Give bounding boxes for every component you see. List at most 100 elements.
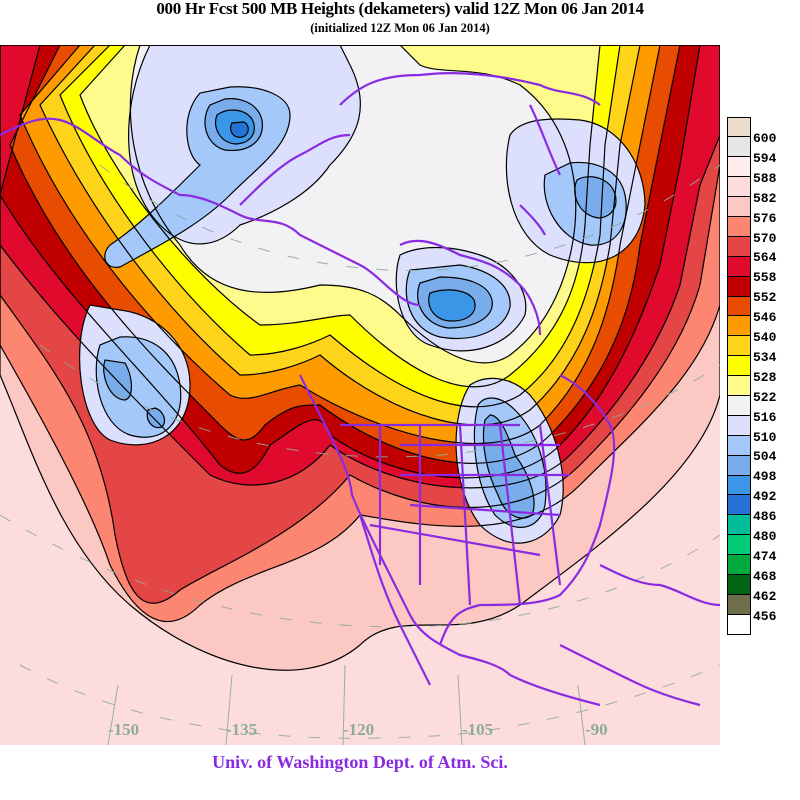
contour-line-492 — [428, 289, 476, 322]
legend-label: 582 — [753, 190, 777, 206]
contour-line-564 — [0, 45, 720, 604]
chart-title: 000 Hr Fcst 500 MB Heights (dekameters) … — [156, 0, 644, 18]
legend-swatch — [727, 255, 751, 278]
legend-label: 492 — [753, 489, 777, 505]
contour-line-516 — [129, 45, 577, 364]
legend-label: 594 — [753, 150, 777, 166]
contour-line-546 — [9, 45, 681, 464]
contour-line-528 — [59, 45, 621, 408]
contour-line-510 — [395, 246, 527, 352]
contour-line-510 — [505, 118, 646, 264]
contour-line-558 — [0, 45, 720, 489]
contour-line-498 — [204, 98, 263, 152]
legend-label: 588 — [753, 170, 777, 186]
legend-swatch — [727, 573, 751, 596]
contour-fill-498 — [103, 360, 132, 400]
legend-swatch — [727, 414, 751, 437]
legend-label: 570 — [753, 230, 777, 246]
contour-line-540 — [19, 45, 661, 445]
contour-line-576 — [0, 45, 720, 671]
longitude-label: -90 — [585, 720, 608, 739]
legend-label: 468 — [753, 568, 777, 584]
legend-label: 516 — [753, 409, 777, 425]
grid-lines — [0, 164, 720, 745]
legend-swatch — [727, 335, 751, 357]
legend-swatch — [727, 275, 751, 298]
legend-label: 552 — [753, 290, 777, 306]
legend-swatch — [727, 375, 751, 397]
contour-lines — [0, 45, 720, 671]
legend-swatch — [727, 116, 751, 138]
contour-line-510 — [79, 304, 191, 446]
legend-label: 510 — [753, 429, 777, 445]
longitude-label: -105 — [462, 720, 494, 739]
legend-swatch — [727, 494, 751, 516]
legend-label: 486 — [753, 509, 777, 525]
longitude-label: -150 — [108, 720, 140, 739]
legend-label: 480 — [753, 529, 777, 544]
contour-fill-486 — [230, 122, 249, 138]
longitude-label: -120 — [343, 720, 375, 739]
legend-swatch — [727, 454, 751, 477]
contour-line-510 — [128, 45, 361, 245]
legend-swatch — [727, 394, 751, 417]
legend-label: 504 — [753, 449, 777, 465]
contour-line-498 — [103, 359, 132, 401]
contour-fill-498 — [147, 408, 165, 428]
contour-line-504 — [543, 161, 627, 246]
contour-line-504 — [104, 86, 291, 268]
contour-fills — [0, 45, 720, 671]
contour-line-492 — [215, 109, 255, 145]
legend-label: 522 — [753, 389, 777, 405]
legend-swatch — [727, 295, 751, 317]
legend-label: 534 — [753, 349, 777, 365]
legend-swatch — [727, 534, 751, 556]
legend-label: 498 — [753, 469, 777, 485]
contour-line-498 — [146, 407, 166, 429]
legend-swatch — [727, 136, 751, 158]
legend-swatch — [727, 355, 751, 377]
contour-line-510 — [455, 377, 564, 544]
legend-swatch — [727, 315, 751, 337]
legend-swatch — [727, 514, 751, 536]
legend-swatch — [727, 235, 751, 258]
color-legend: 600 594 588 582 576 570 564 558 552 546 540 534 528 5… — [727, 116, 776, 636]
legend-label: 528 — [753, 369, 777, 385]
legend-label: 474 — [753, 548, 777, 564]
chart-subtitle: (initialized 12Z Mon 06 Jan 2014) — [310, 21, 490, 35]
longitude-label: -135 — [226, 720, 258, 739]
legend-swatch — [727, 434, 751, 457]
legend-label: 564 — [753, 250, 777, 266]
contour-line-522 — [79, 45, 601, 388]
contour-line-504 — [405, 264, 511, 339]
coastlines — [0, 71, 720, 707]
legend-label: 456 — [753, 608, 777, 624]
height-contour-map — [0, 45, 720, 745]
legend-label: 540 — [753, 330, 777, 345]
legend-label: 558 — [753, 270, 777, 286]
contour-line-498 — [574, 176, 617, 219]
legend-swatch — [727, 196, 751, 218]
contour-fill-492 — [428, 289, 476, 321]
contour-line-486 — [230, 121, 249, 138]
legend-swatch — [727, 613, 751, 636]
legend-label: 600 — [753, 131, 777, 146]
legend-swatch — [727, 474, 751, 496]
contour-fill-498 — [483, 415, 535, 519]
legend-label: 462 — [753, 588, 777, 604]
contour-line-570 — [0, 45, 720, 623]
legend-swatch — [727, 554, 751, 576]
legend-swatch — [727, 593, 751, 616]
contour-line-498 — [417, 276, 493, 329]
legend-label: 546 — [753, 310, 777, 326]
legend-swatch — [727, 176, 751, 198]
contour-fill-498 — [574, 176, 616, 218]
legend-label: 576 — [753, 210, 777, 226]
legend-swatch — [727, 156, 751, 178]
contour-line-504 — [95, 336, 182, 438]
contour-plot — [0, 45, 720, 745]
contour-line-534 — [39, 45, 641, 426]
legend-swatch — [727, 215, 751, 238]
credit-text: Univ. of Washington Dept. of Atm. Sci. — [212, 752, 508, 772]
contour-line-498 — [482, 414, 535, 519]
